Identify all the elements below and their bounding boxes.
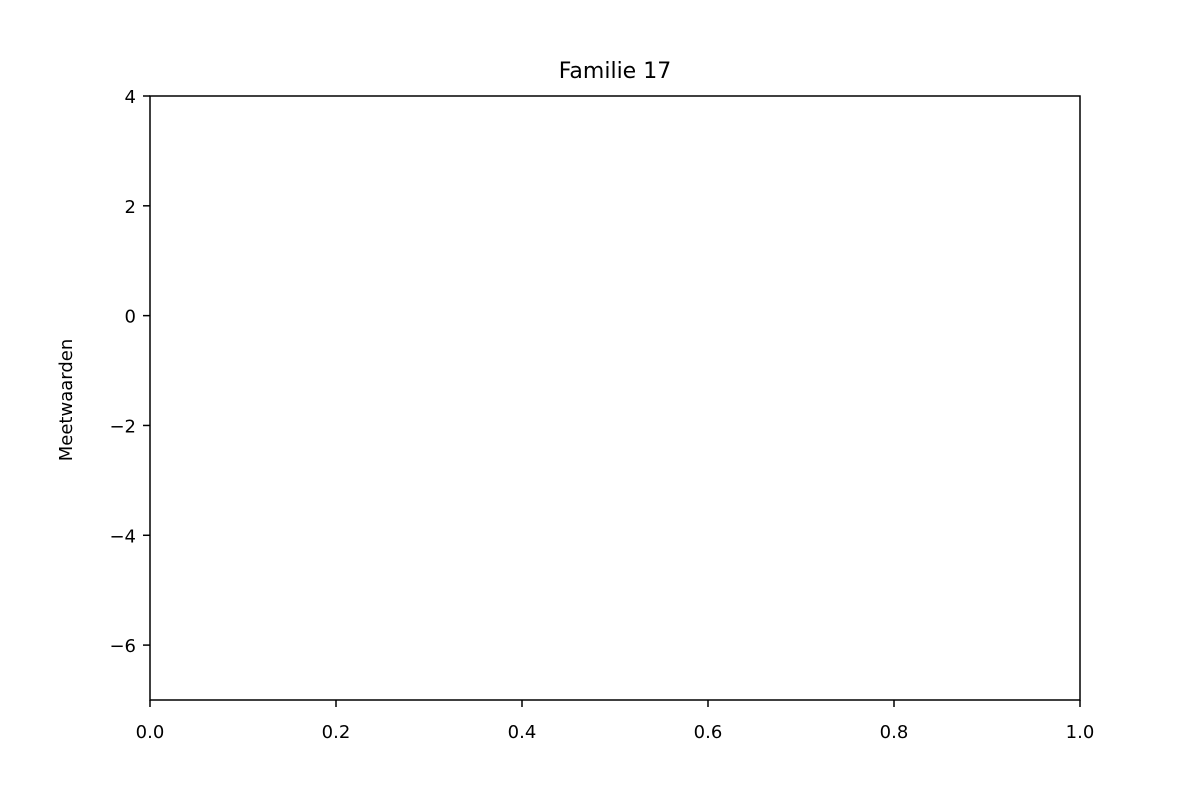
x-tick-label: 0.2 — [322, 722, 351, 743]
y-tick-label: −4 — [109, 526, 136, 547]
y-tick-label: −2 — [109, 416, 136, 437]
y-axis: −6 −4 −2 0 2 4 — [109, 87, 150, 657]
x-tick-label: 0.6 — [694, 722, 723, 743]
chart-title: Familie 17 — [559, 59, 671, 84]
x-tick-label: 1.0 — [1066, 722, 1095, 743]
y-axis-label: Meetwaarden — [56, 339, 77, 462]
y-tick-label: −6 — [109, 636, 136, 657]
x-axis: 0.0 0.2 0.4 0.6 0.8 1.0 — [136, 700, 1095, 743]
y-tick-label: 2 — [125, 197, 136, 218]
x-tick-label: 0.8 — [880, 722, 909, 743]
x-tick-label: 0.4 — [508, 722, 537, 743]
plot-area — [149, 95, 1081, 701]
y-tick-label: 0 — [125, 307, 136, 328]
y-tick-label: 4 — [125, 87, 136, 108]
x-tick-label: 0.0 — [136, 722, 165, 743]
